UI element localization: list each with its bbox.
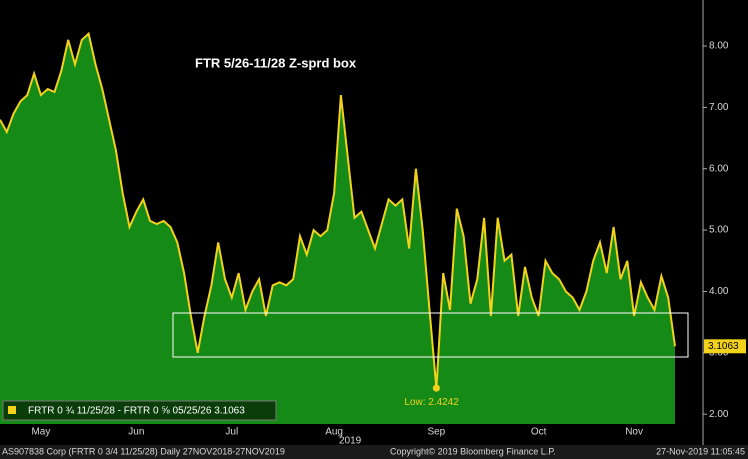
footer-center: Copyright© 2019 Bloomberg Finance L.P. bbox=[390, 446, 556, 456]
line bbox=[0, 31, 676, 389]
y-tick-label: 6.00 bbox=[709, 163, 729, 174]
legend-label: FRTR 0 ¾ 11/25/28 - FRTR 0 ⅝ 05/25/26 3.… bbox=[28, 406, 245, 417]
y-tick-label: 5.00 bbox=[709, 225, 729, 236]
footer-right: 27-Nov-2019 11:05:45 bbox=[656, 446, 745, 456]
legend-swatch bbox=[8, 406, 16, 414]
x-tick-label: May bbox=[31, 427, 50, 438]
x-tick-label: Jul bbox=[225, 427, 238, 438]
low-label: Low: 2.4242 bbox=[404, 397, 459, 408]
y-tick-label: 7.00 bbox=[709, 102, 729, 113]
x-tick-label: Oct bbox=[531, 427, 547, 438]
last-value-tag bbox=[704, 339, 746, 354]
y-tick-label: 4.00 bbox=[709, 286, 729, 297]
y-tick-label: 2.00 bbox=[709, 409, 729, 420]
low-marker bbox=[432, 384, 440, 392]
x-tick-label: Aug bbox=[325, 427, 343, 438]
last-value-label: 3.1063 bbox=[708, 341, 739, 352]
y-tick-label: 8.00 bbox=[709, 41, 729, 52]
x-tick-label: Nov bbox=[625, 427, 643, 438]
x-year-label: 2019 bbox=[339, 436, 362, 447]
legend-box bbox=[2, 400, 277, 421]
footer-bar bbox=[0, 445, 748, 459]
footer-left: AS907838 Corp (FRTR 0 3/4 11/25/28) Dail… bbox=[2, 446, 285, 456]
x-tick-label: Sep bbox=[427, 427, 445, 438]
x-tick-label: Jun bbox=[128, 427, 144, 438]
annotation-box bbox=[172, 312, 689, 358]
area bbox=[0, 33, 675, 424]
chart-title: FTR 5/26-11/28 Z-sprd box bbox=[195, 55, 357, 70]
